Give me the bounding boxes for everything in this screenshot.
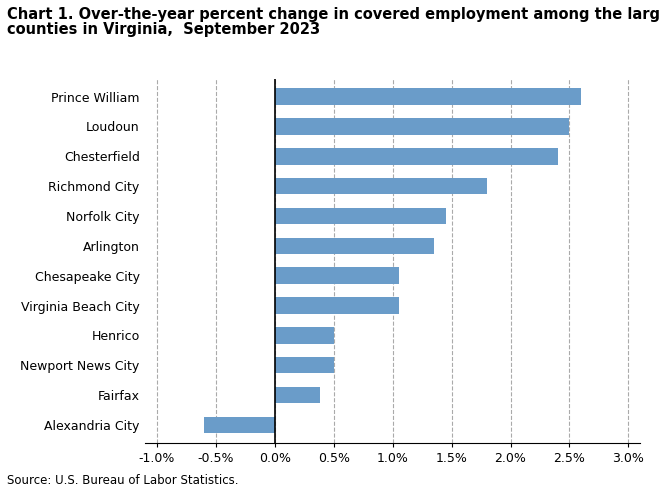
Bar [275,268,399,284]
Text: Source: U.S. Bureau of Labor Statistics.: Source: U.S. Bureau of Labor Statistics. [7,474,238,487]
Bar [275,178,487,194]
Bar [275,238,434,254]
Bar [275,357,334,373]
Bar [275,327,334,343]
Bar [275,118,570,135]
Text: Chart 1. Over-the-year percent change in covered employment among the largest: Chart 1. Over-the-year percent change in… [7,7,660,22]
Bar [275,297,399,314]
Bar [275,208,446,224]
Bar [275,387,319,403]
Bar [204,417,275,433]
Bar [275,89,581,105]
Bar [275,148,558,164]
Text: counties in Virginia,  September 2023: counties in Virginia, September 2023 [7,22,319,37]
